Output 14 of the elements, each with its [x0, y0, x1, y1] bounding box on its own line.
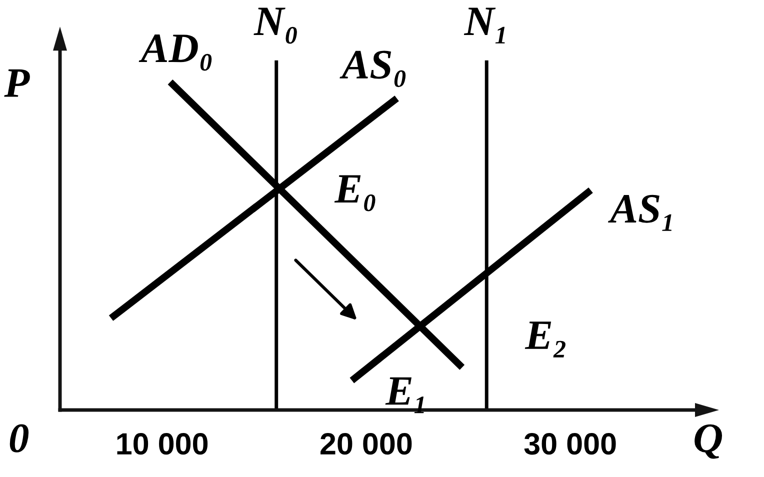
ref-line-label: N₁: [464, 8, 505, 44]
text: 0: [10, 424, 29, 452]
series-label: AS₀: [340, 50, 406, 88]
series-label: AS₁: [608, 194, 672, 231]
x-axis-title: Q: [694, 424, 722, 459]
annotation: E₂: [524, 322, 566, 358]
x-tick-label: 30 000: [524, 433, 616, 455]
annotation: E₁: [385, 377, 424, 414]
ref-line-label: N₀: [254, 8, 297, 44]
x-tick-label: 10 000: [117, 433, 208, 455]
annotation: E₀: [334, 175, 376, 212]
y-axis-title: P: [4, 69, 30, 97]
series-label: AD₀: [138, 34, 212, 71]
x-tick-label: 20 000: [320, 433, 412, 455]
